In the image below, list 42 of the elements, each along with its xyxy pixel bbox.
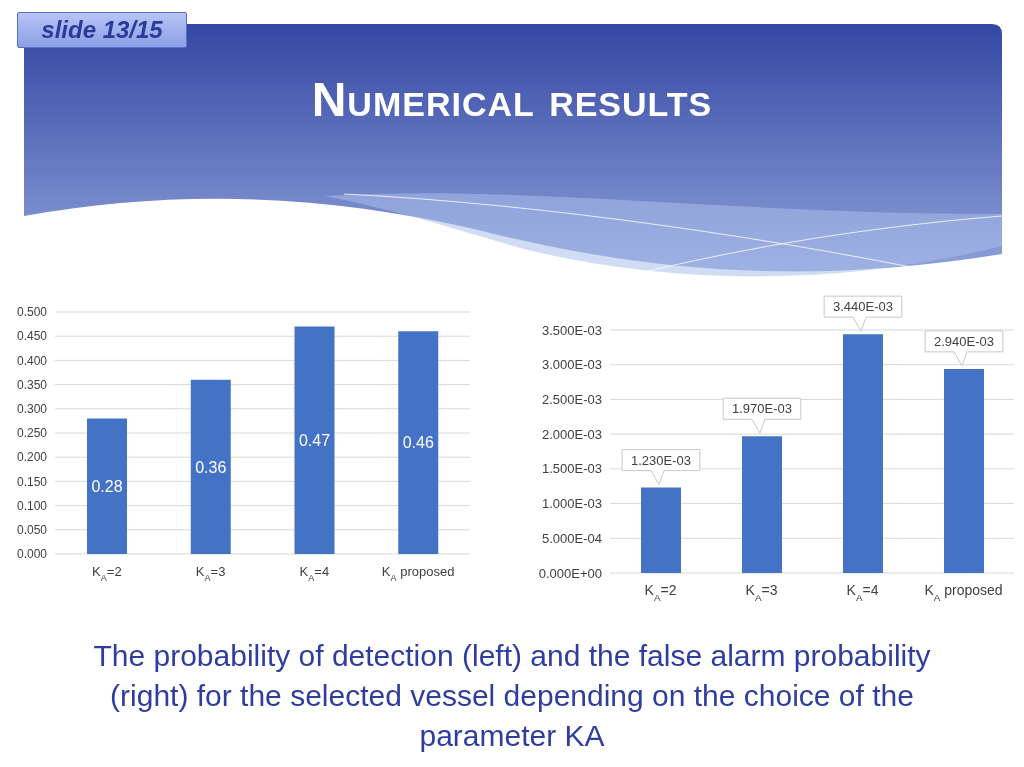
y-tick-label: 2.500E-03	[542, 392, 602, 408]
y-tick-label: 0.250	[16, 426, 48, 441]
y-tick-label: 0.300	[16, 402, 48, 417]
data-label: 0.46	[402, 434, 434, 452]
chart-title: Numerical results	[310, 72, 714, 127]
y-tick-label: 3.500E-03	[542, 322, 602, 338]
x-tick-label: K$_{A}$=2	[92, 564, 122, 583]
data-label: 0.47	[298, 431, 331, 449]
bar	[190, 379, 231, 554]
y-tick-label: 0.150	[16, 474, 48, 489]
bar	[398, 331, 439, 554]
data-label: 0.36	[195, 458, 227, 476]
x-tick-label: K$_{A}$=3	[195, 564, 226, 583]
text: slide 13/15	[17, 12, 187, 48]
data-label: 2.940E-03	[934, 333, 994, 349]
y-tick-label: 0.000E+00	[538, 565, 602, 581]
y-tick-label: 0.350	[16, 377, 48, 392]
y-tick-label: 0.100	[16, 498, 48, 513]
x-tick-label: K$_{A}$=3	[745, 582, 778, 603]
y-tick-label: 3.000E-03	[542, 357, 602, 373]
data-label: 1.230E-03	[631, 452, 691, 468]
bar	[294, 326, 335, 554]
x-tick-label: K$_{A}$ proposed	[381, 564, 455, 583]
y-tick-label: 2.000E-03	[542, 426, 602, 442]
bar	[87, 418, 127, 554]
y-tick-label: 0.000	[16, 547, 48, 562]
y-tick-label: 0.400	[16, 353, 48, 368]
data-label: 0.28	[91, 477, 123, 495]
x-tick-label: K$_{A}$=4	[846, 582, 879, 603]
y-tick-label: 1.500E-03	[542, 461, 602, 477]
data-label: 1.970E-03	[732, 401, 792, 417]
y-tick-label: 0.200	[16, 450, 48, 465]
x-tick-label: K$_{A}$=2	[644, 582, 677, 603]
y-tick-label: 0.500	[16, 305, 48, 320]
y-tick-label: 0.050	[16, 523, 48, 538]
text: The probability of detection (left) and the false alarm probability (right) for the selected vessel depending on the choice of the parameter KA	[92, 638, 932, 754]
y-tick-label: 0.450	[16, 329, 48, 344]
y-tick-label: 5.000E-04	[542, 530, 602, 546]
x-tick-label: K$_{A}$=4	[299, 564, 330, 583]
data-label: 3.440E-03	[833, 299, 893, 315]
x-tick-label: K$_{A}$ proposed	[924, 582, 1003, 603]
y-tick-label: 1.000E-03	[542, 496, 602, 512]
